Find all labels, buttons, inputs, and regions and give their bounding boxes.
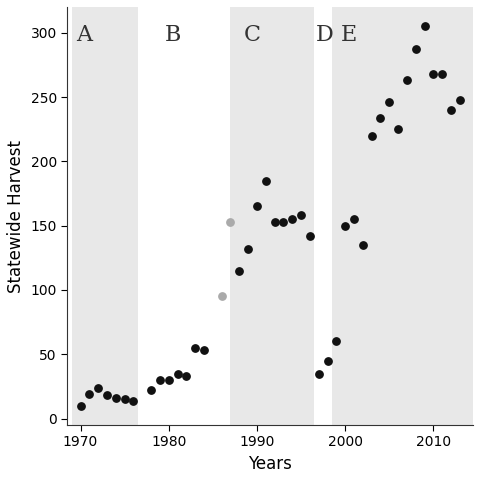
Point [412, 46, 420, 53]
Point [350, 216, 358, 223]
Text: D: D [316, 24, 334, 46]
Point [130, 397, 137, 405]
Point [279, 218, 287, 226]
X-axis label: Years: Years [248, 455, 292, 473]
Point [192, 344, 199, 352]
Point [438, 70, 446, 78]
Point [297, 212, 305, 219]
Point [324, 357, 331, 365]
Point [394, 125, 402, 133]
Point [156, 376, 164, 384]
Point [262, 177, 270, 184]
Point [315, 370, 323, 377]
Text: E: E [341, 24, 357, 46]
Point [165, 376, 173, 384]
Point [85, 390, 93, 398]
Bar [332, 7, 473, 425]
Point [271, 218, 278, 226]
Point [77, 402, 84, 409]
Point [236, 267, 243, 275]
Point [420, 23, 428, 30]
Point [112, 394, 120, 402]
Point [227, 218, 234, 226]
Point [430, 70, 437, 78]
Text: C: C [244, 24, 261, 46]
Point [200, 347, 208, 354]
Point [333, 337, 340, 345]
Bar [230, 7, 314, 425]
Bar [72, 7, 138, 425]
Point [253, 203, 261, 210]
Text: A: A [76, 24, 92, 46]
Point [95, 384, 102, 392]
Point [103, 392, 111, 399]
Y-axis label: Statewide Harvest: Statewide Harvest [7, 140, 25, 292]
Point [359, 241, 367, 249]
Point [403, 76, 411, 84]
Point [288, 216, 296, 223]
Point [244, 245, 252, 252]
Point [147, 386, 155, 394]
Point [182, 372, 190, 380]
Point [218, 293, 226, 300]
Point [368, 132, 375, 140]
Point [447, 106, 455, 114]
Point [174, 370, 181, 377]
Text: B: B [164, 24, 180, 46]
Point [121, 396, 129, 403]
Point [306, 232, 314, 240]
Point [385, 98, 393, 106]
Point [377, 114, 384, 121]
Point [341, 222, 349, 229]
Point [456, 96, 464, 103]
